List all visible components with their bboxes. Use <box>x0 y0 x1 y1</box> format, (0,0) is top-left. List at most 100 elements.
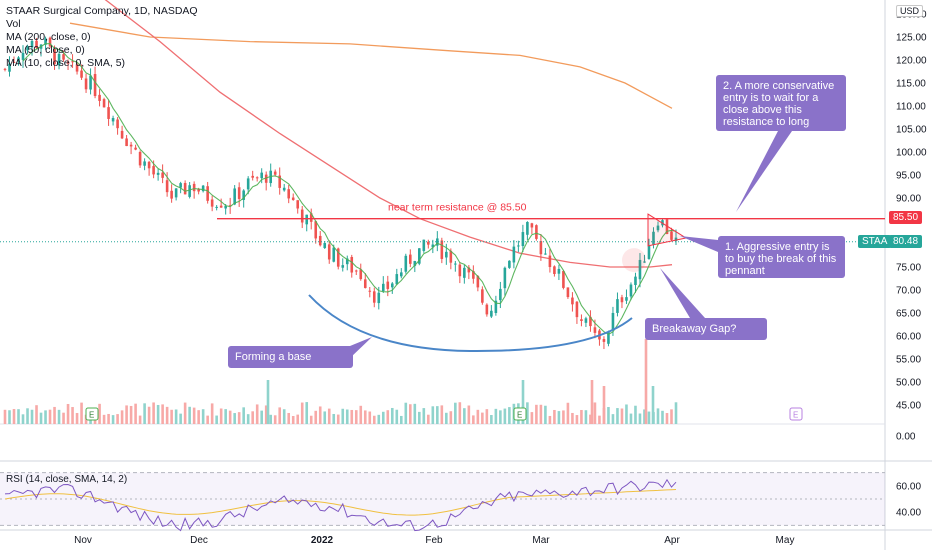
volume-bar <box>368 411 372 424</box>
volume-bar <box>616 408 619 424</box>
volume-spike-bar <box>590 380 594 424</box>
candle-body <box>665 219 669 234</box>
candle-body <box>638 259 642 280</box>
ma200-label[interactable]: MA (200, close, 0) <box>6 31 91 43</box>
candle-body <box>409 254 412 264</box>
candle-body <box>625 297 628 301</box>
volume-bar <box>584 410 588 424</box>
rsi-tick-label: 60.00 <box>896 481 921 492</box>
earnings-marker <box>85 407 99 421</box>
candle-body <box>192 183 196 192</box>
volume-bar <box>535 404 538 424</box>
ma200-line <box>69 22 673 109</box>
earnings-marker <box>513 407 527 421</box>
candle-body <box>422 239 426 251</box>
volume-bar <box>183 402 187 424</box>
candle-body <box>485 304 489 315</box>
currency-label[interactable]: USD <box>896 5 924 17</box>
volume-bar <box>350 409 354 424</box>
aggressive-callout-pointer <box>680 236 718 252</box>
candle-body <box>458 264 462 277</box>
candle-body <box>372 291 376 303</box>
volume-bar <box>165 406 169 424</box>
ma10-label[interactable]: MA (10, close, 0, SMA, 5) <box>6 57 126 69</box>
volume-bar <box>476 409 480 424</box>
candle-body <box>454 263 457 265</box>
candle-body <box>427 241 430 245</box>
volume-bar <box>305 402 309 424</box>
volume-bar <box>661 410 664 424</box>
volume-bar <box>399 415 403 424</box>
resistance-price-tag: 85.50 <box>889 211 923 224</box>
candle-body <box>278 175 282 188</box>
volume-bar <box>390 407 394 424</box>
candle-body <box>643 261 646 263</box>
volume-bar <box>580 409 583 424</box>
ma50-label[interactable]: MA (50, close, 0) <box>6 44 85 56</box>
candle-body <box>508 260 511 268</box>
candle-body <box>170 190 173 199</box>
volume-bar <box>30 409 34 424</box>
candle-body <box>399 272 403 277</box>
rsi-ma-line <box>4 489 677 516</box>
volume-bar <box>251 411 254 424</box>
candle-body <box>445 251 448 258</box>
volume-bar <box>170 409 173 424</box>
price-tick-label: 125.00 <box>896 33 927 44</box>
conservative-entry-callout: 2. A more conservative entry is to wait … <box>716 75 846 131</box>
symbol-title[interactable]: STAAR Surgical Company, 1D, NASDAQ <box>6 5 198 17</box>
candle-body <box>273 171 277 175</box>
volume-bar <box>481 412 484 424</box>
price-tick-label: 105.00 <box>896 125 927 136</box>
ma10-line <box>22 43 677 336</box>
candle-body <box>129 144 133 147</box>
chart-legend: STAAR Surgical Company, 1D, NASDAQ Vol M… <box>6 5 198 70</box>
volume-bar <box>458 402 462 424</box>
volume-bar <box>485 409 489 424</box>
candle-body <box>584 318 588 323</box>
candle-body <box>282 187 286 191</box>
volume-bar <box>674 402 678 424</box>
volume-bar <box>174 409 178 424</box>
candle-body <box>228 205 232 207</box>
last-price-tag: 80.48 <box>889 235 923 248</box>
candle-body <box>125 138 128 147</box>
candle-body <box>120 130 124 139</box>
candle-body <box>84 78 88 90</box>
volume-bar <box>454 402 457 424</box>
volume-bar <box>526 402 529 424</box>
candle-body <box>66 61 70 64</box>
volume-bar <box>318 406 322 424</box>
candle-body <box>512 246 516 263</box>
volume-bar <box>422 408 426 424</box>
volume-bar <box>12 409 16 424</box>
candle-body <box>656 225 660 231</box>
base-callout-pointer <box>350 337 372 358</box>
volume-bar <box>593 402 597 424</box>
candle-body <box>62 54 65 60</box>
volume-bar <box>643 409 646 424</box>
earnings-marker-label: E <box>793 411 798 420</box>
candle-body <box>562 271 565 288</box>
volume-bar <box>372 415 376 424</box>
volume-bar <box>503 408 507 424</box>
volume-bar <box>264 405 268 424</box>
candle-body <box>363 279 367 288</box>
candle-body <box>413 260 417 266</box>
candle-body <box>449 250 453 263</box>
volume-bar <box>463 408 466 424</box>
aggressive-entry-callout: 1. Aggressive entry is to buy the break … <box>718 236 845 278</box>
candle-body <box>503 267 507 289</box>
candle-body <box>12 61 16 63</box>
candle-body <box>305 214 309 225</box>
volume-bar <box>598 415 601 424</box>
volume-bar <box>494 408 498 424</box>
candle-body <box>80 70 83 78</box>
volume-bar <box>377 414 381 424</box>
volume-bar <box>345 409 349 424</box>
vol-label[interactable]: Vol <box>6 18 21 30</box>
volume-bar <box>409 404 412 424</box>
volume-bar <box>314 410 318 424</box>
volume-bar <box>260 410 263 424</box>
